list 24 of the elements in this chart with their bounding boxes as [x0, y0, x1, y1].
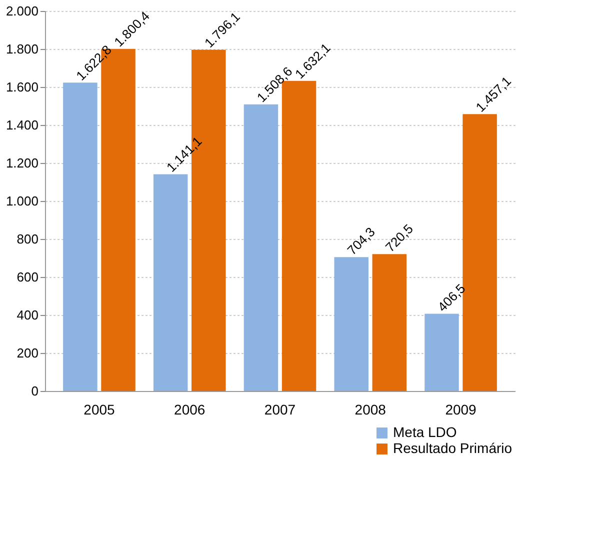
- x-tick-label: 2005: [84, 402, 116, 418]
- y-tick-label: 800: [16, 232, 38, 246]
- y-tick-label: 1.000: [6, 194, 38, 208]
- y-tick-label: 400: [16, 308, 38, 322]
- y-tick-label: 200: [16, 346, 38, 360]
- y-tick-label: 1.800: [6, 42, 38, 56]
- bar: [334, 257, 368, 391]
- bar: [244, 104, 278, 391]
- legend-label: Resultado Primário: [393, 440, 512, 456]
- y-tick-label: 1.200: [6, 156, 38, 170]
- y-tick-label: 1.600: [6, 80, 38, 94]
- x-tick-label: 2006: [174, 402, 206, 418]
- y-tick-label: 1.400: [6, 118, 38, 132]
- x-tick-label: 2007: [264, 402, 296, 418]
- x-tick-label: 2008: [354, 402, 386, 418]
- bar: [153, 174, 188, 391]
- y-tick-label: 600: [16, 270, 38, 284]
- x-tick-label: 2009: [445, 402, 477, 418]
- y-tick-label: 0: [31, 384, 38, 398]
- y-tick-label: 2.000: [6, 4, 38, 18]
- bar: [372, 254, 407, 391]
- bar: [63, 82, 98, 391]
- legend-label: Meta LDO: [393, 424, 457, 440]
- bar: [424, 314, 459, 391]
